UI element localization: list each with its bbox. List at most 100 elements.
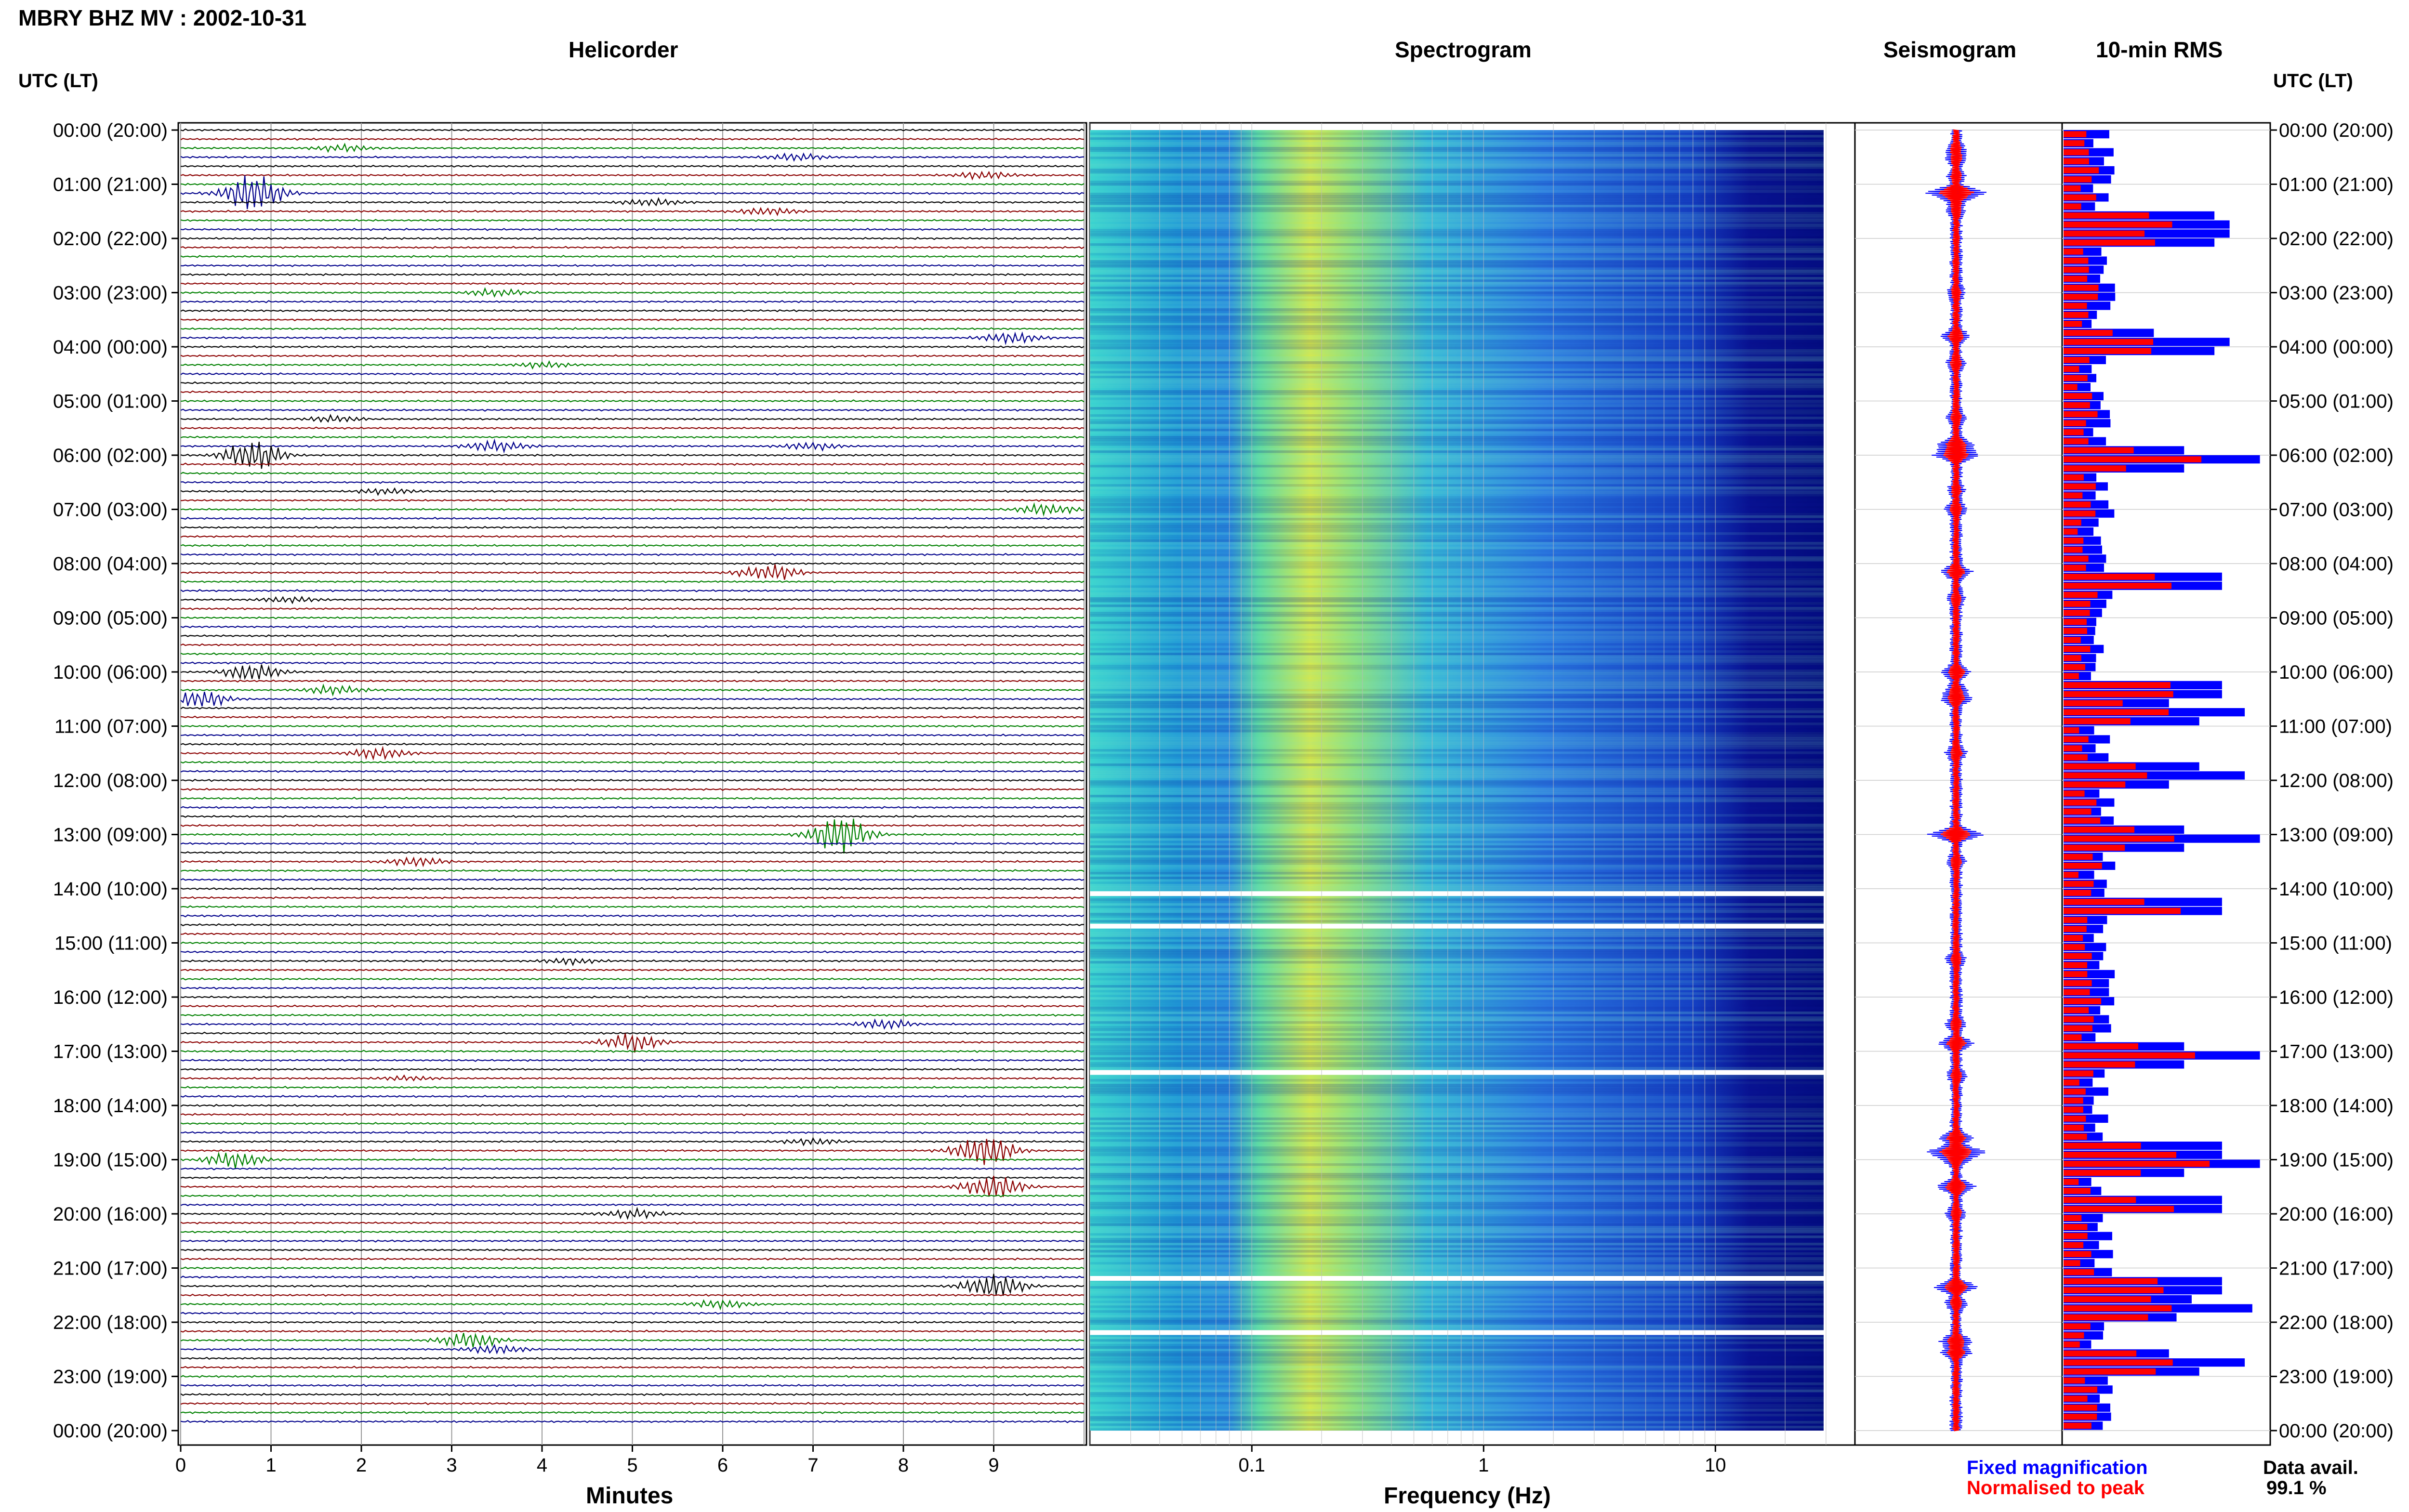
spectrogram-row	[1090, 231, 1824, 234]
spectrogram-row	[1090, 932, 1824, 935]
spectrogram-row	[1090, 1301, 1824, 1303]
spectrogram-row	[1090, 1269, 1824, 1272]
helicorder-trace	[180, 1086, 1085, 1089]
spectrogram-row	[1090, 503, 1824, 506]
helicorder-trace	[180, 1248, 1085, 1252]
time-tick-label-right: 13:00 (09:00)	[2279, 825, 2394, 846]
rms-bar-normalised	[2064, 944, 2085, 950]
spectrogram-row	[1090, 751, 1824, 754]
spectrogram-row	[1090, 289, 1824, 292]
spectrogram-row	[1090, 296, 1824, 299]
spectrogram-row	[1090, 311, 1824, 314]
time-tick-label-left: 07:00 (03:00)	[53, 500, 168, 521]
spectrogram-row	[1090, 653, 1824, 656]
helicorder-trace	[180, 1018, 1085, 1030]
rms-bar-normalised	[2064, 1043, 2139, 1050]
spectrogram-row	[1090, 267, 1824, 270]
spectrogram-row	[1090, 188, 1824, 191]
helicorder-trace	[180, 841, 1085, 845]
spectrogram-row	[1090, 1086, 1824, 1089]
spectrogram-row	[1090, 234, 1824, 237]
rms-bar-normalised	[2064, 1016, 2094, 1023]
spectrogram-row	[1090, 826, 1824, 829]
spectrogram-row	[1090, 1250, 1824, 1253]
time-tick-label-right: 22:00 (18:00)	[2279, 1312, 2394, 1333]
rms-bar-normalised	[2064, 456, 2202, 462]
spectrogram-row	[1090, 720, 1824, 723]
helicorder-trace	[180, 354, 1085, 357]
rms-bar-normalised	[2064, 510, 2096, 517]
spectrogram-row	[1090, 1012, 1824, 1014]
spectrogram-row	[1090, 1144, 1824, 1147]
helicorder-trace	[180, 360, 1085, 370]
spectrogram-row	[1090, 896, 1824, 899]
rms-bar-normalised	[2064, 763, 2136, 770]
helicorder-trace	[180, 1050, 1085, 1053]
spectrogram-row	[1090, 966, 1824, 969]
spectrogram-row	[1090, 1110, 1824, 1113]
spectrogram-row	[1090, 152, 1824, 155]
spectrogram-row	[1090, 1040, 1824, 1043]
time-tick-label-right: 10:00 (06:00)	[2279, 662, 2394, 683]
spectrogram-row	[1090, 773, 1824, 776]
spectrogram-row	[1090, 910, 1824, 913]
spectrogram-row	[1090, 1009, 1824, 1012]
spectrogram-row	[1090, 624, 1824, 627]
helicorder-panel-title: Helicorder	[569, 37, 678, 62]
spectrogram-row	[1090, 1252, 1824, 1255]
spectrogram-row	[1090, 605, 1824, 607]
spectrogram-row	[1090, 474, 1824, 477]
rms-bar-normalised	[2064, 899, 2144, 905]
time-tick-label-right: 14:00 (10:00)	[2279, 879, 2394, 900]
spectrogram-row	[1090, 1214, 1824, 1217]
helicorder-trace	[180, 769, 1085, 773]
helicorder-trace	[180, 552, 1085, 556]
spectrogram-row	[1090, 1120, 1824, 1123]
spectrogram-row	[1090, 1014, 1824, 1017]
spectrogram-row	[1090, 841, 1824, 843]
spectrogram-row	[1090, 1101, 1824, 1104]
spectrogram-row	[1090, 1137, 1824, 1140]
spectrogram-row	[1090, 776, 1824, 778]
spectrogram-row	[1090, 400, 1824, 403]
spectrogram-row	[1090, 968, 1824, 971]
rms-bar-normalised	[2064, 194, 2096, 201]
spectrogram-row	[1090, 1173, 1824, 1176]
helicorder-x-tick-label: 2	[356, 1455, 367, 1476]
rms-bar-normalised	[2064, 618, 2087, 625]
helicorder-trace	[180, 968, 1085, 972]
spectrogram-row	[1090, 484, 1824, 487]
spectrogram-row	[1090, 682, 1824, 684]
rms-bar-normalised	[2064, 664, 2086, 671]
rms-bar-normalised	[2064, 682, 2171, 688]
rms-bar-normalised	[2064, 1188, 2091, 1194]
spectrogram-row	[1090, 1363, 1824, 1366]
spectrogram-row	[1090, 1368, 1824, 1371]
spectrogram-row	[1090, 1016, 1824, 1019]
spectrogram-row	[1090, 1322, 1824, 1325]
helicorder-trace	[180, 1203, 1085, 1207]
spectrogram-row	[1090, 723, 1824, 725]
helicorder-trace	[180, 499, 1085, 502]
helicorder-trace	[180, 128, 1085, 132]
helicorder-trace	[180, 733, 1085, 737]
spectrogram-row	[1090, 176, 1824, 179]
spectrogram-row	[1090, 788, 1824, 790]
rms-bar-normalised	[2064, 203, 2081, 210]
helicorder-trace	[180, 950, 1085, 954]
helicorder-trace	[180, 1402, 1085, 1406]
helicorder-trace	[180, 408, 1085, 412]
helicorder-trace	[180, 797, 1085, 800]
rms-bar-normalised	[2064, 772, 2147, 779]
spectrogram-row	[1090, 265, 1824, 268]
rms-bar-normalised	[2064, 329, 2113, 336]
spectrogram-row	[1090, 359, 1824, 362]
spectrogram-row	[1090, 1074, 1824, 1077]
spectrogram-row	[1090, 1122, 1824, 1125]
spectrogram-row	[1090, 730, 1824, 733]
rms-bar-normalised	[2064, 257, 2089, 264]
spectrogram-row	[1090, 371, 1824, 374]
spectrogram-row	[1090, 318, 1824, 321]
time-tick-label-left: 20:00 (16:00)	[53, 1204, 168, 1225]
spectrogram-row	[1090, 999, 1824, 1002]
